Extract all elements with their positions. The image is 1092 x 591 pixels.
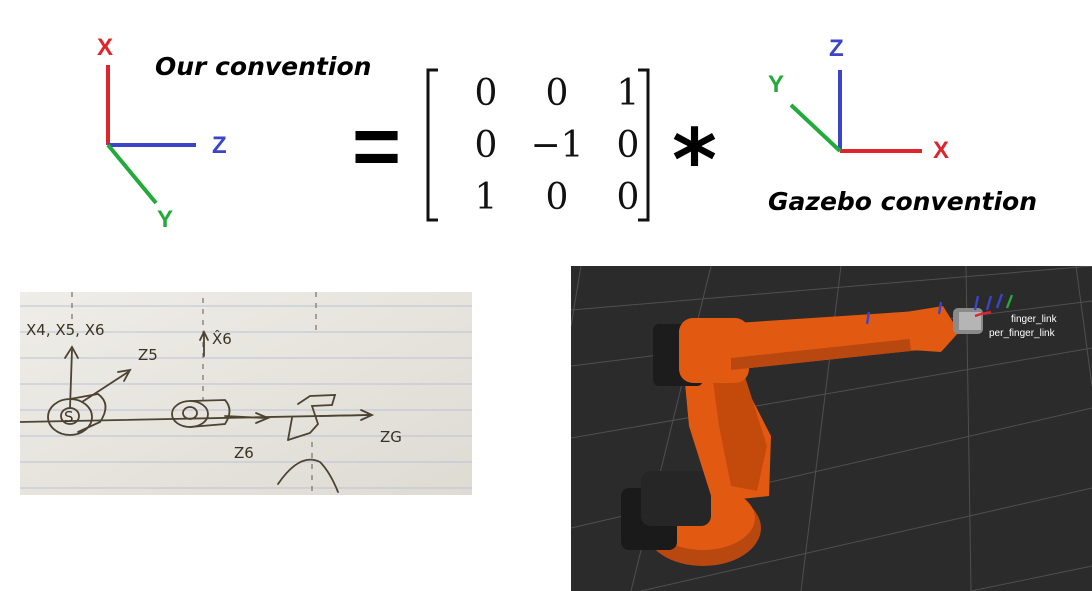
matrix-cell: 1 bbox=[474, 177, 498, 218]
kuka-robot-model bbox=[621, 306, 983, 566]
gazebo-convention-caption: Gazebo convention bbox=[768, 187, 1038, 216]
rviz-link-label: finger_link bbox=[1011, 314, 1058, 325]
multiply-sign: * bbox=[672, 111, 717, 211]
our-convention-caption: Our convention bbox=[155, 52, 372, 81]
matrix-cell: 0 bbox=[545, 177, 569, 218]
matrix-cell: 1 bbox=[616, 73, 640, 114]
rviz-scene: finger_link per_finger_link bbox=[571, 266, 1092, 591]
matrix-cell: 0 bbox=[474, 125, 498, 166]
left-bracket bbox=[426, 68, 438, 222]
sketch-label-x456: X4, X5, X6 bbox=[26, 321, 105, 339]
rviz-robot-view: finger_link per_finger_link bbox=[571, 266, 1092, 591]
hand-sketch-photo: X4, X5, X6 X̂6 Z5 S Z6 ZG bbox=[19, 292, 472, 495]
matrix-cell: 0 bbox=[545, 73, 569, 114]
tf-frame-markers bbox=[865, 293, 1014, 325]
sketch-label-z5: Z5 bbox=[138, 346, 158, 364]
sketch-label-zg: ZG bbox=[380, 428, 402, 446]
right-bracket bbox=[638, 68, 650, 222]
matrix-cell: 0 bbox=[474, 73, 498, 114]
our-y-label: Y bbox=[157, 206, 174, 233]
sketch-label-s: S bbox=[64, 408, 74, 426]
gazebo-y-label: Y bbox=[768, 71, 785, 98]
our-z-label: Z bbox=[212, 132, 227, 159]
matrix-brackets bbox=[426, 68, 650, 222]
sketch-label-z6: Z6 bbox=[234, 444, 254, 462]
gazebo-z-label: Z bbox=[829, 35, 844, 62]
matrix-cell: 0 bbox=[616, 125, 640, 166]
our-frame-axes bbox=[106, 65, 196, 205]
matrix-cell: −1 bbox=[530, 125, 584, 166]
sketch-label-x6-hat: X̂6 bbox=[212, 329, 232, 348]
matrix-cell: 0 bbox=[616, 177, 640, 218]
gazebo-frame-axes bbox=[789, 70, 922, 153]
our-y-axis bbox=[106, 143, 158, 205]
rviz-link-label: per_finger_link bbox=[989, 328, 1056, 339]
our-x-label: X bbox=[97, 34, 114, 61]
sketch-drawing: X4, X5, X6 X̂6 Z5 S Z6 ZG bbox=[19, 292, 472, 495]
gazebo-y-axis bbox=[789, 103, 842, 153]
equals-sign: = bbox=[352, 99, 402, 193]
gazebo-x-label: X bbox=[933, 137, 950, 164]
